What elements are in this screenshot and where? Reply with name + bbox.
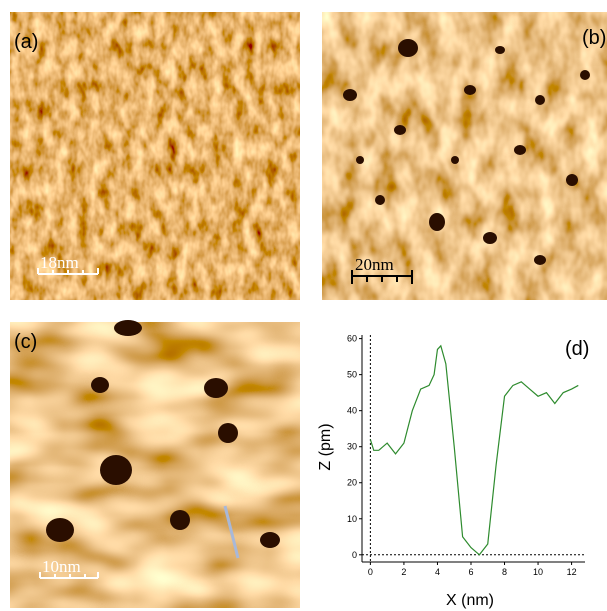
y-tick-label: 30 <box>347 442 357 452</box>
scale-bar-label: 10nm <box>42 557 81 576</box>
scale-bar-label: 18nm <box>40 253 79 272</box>
y-tick-label: 0 <box>352 550 357 560</box>
y-tick-label: 10 <box>347 514 357 524</box>
panel-label: (d) <box>565 338 589 360</box>
x-tick-label: 2 <box>401 567 406 577</box>
panel-label: (a) <box>14 31 38 53</box>
panel-b: (b) 20nm <box>322 12 607 300</box>
y-tick-label: 20 <box>347 478 357 488</box>
x-tick-label: 4 <box>435 567 440 577</box>
panel-a: (a) 18nm <box>10 12 300 300</box>
y-axis-label: Z (pm) <box>317 423 334 470</box>
x-tick-label: 12 <box>567 567 577 577</box>
scale-bar-label: 20nm <box>355 255 394 274</box>
x-tick-label: 6 <box>468 567 473 577</box>
x-tick-label: 10 <box>533 567 543 577</box>
x-tick-label: 8 <box>502 567 507 577</box>
panel-c: (c) 10nm <box>10 320 300 608</box>
profile-line <box>370 346 578 555</box>
x-axis-label: X (nm) <box>446 592 494 609</box>
x-tick-label: 0 <box>368 567 373 577</box>
y-tick-label: 40 <box>347 406 357 416</box>
y-tick-label: 50 <box>347 370 357 380</box>
panel-label: (b) <box>582 27 606 49</box>
panel-label: (c) <box>14 331 37 353</box>
figure: (a) 18nm (b) 20nm (c) 10nm (d) X (nm) <box>0 0 607 611</box>
profile-chart: (d) X (nm) Z (pm) 0 10 20 30 40 50 60 0 2 4 6 8 10 12 <box>317 334 589 609</box>
y-tick-label: 60 <box>347 334 357 344</box>
